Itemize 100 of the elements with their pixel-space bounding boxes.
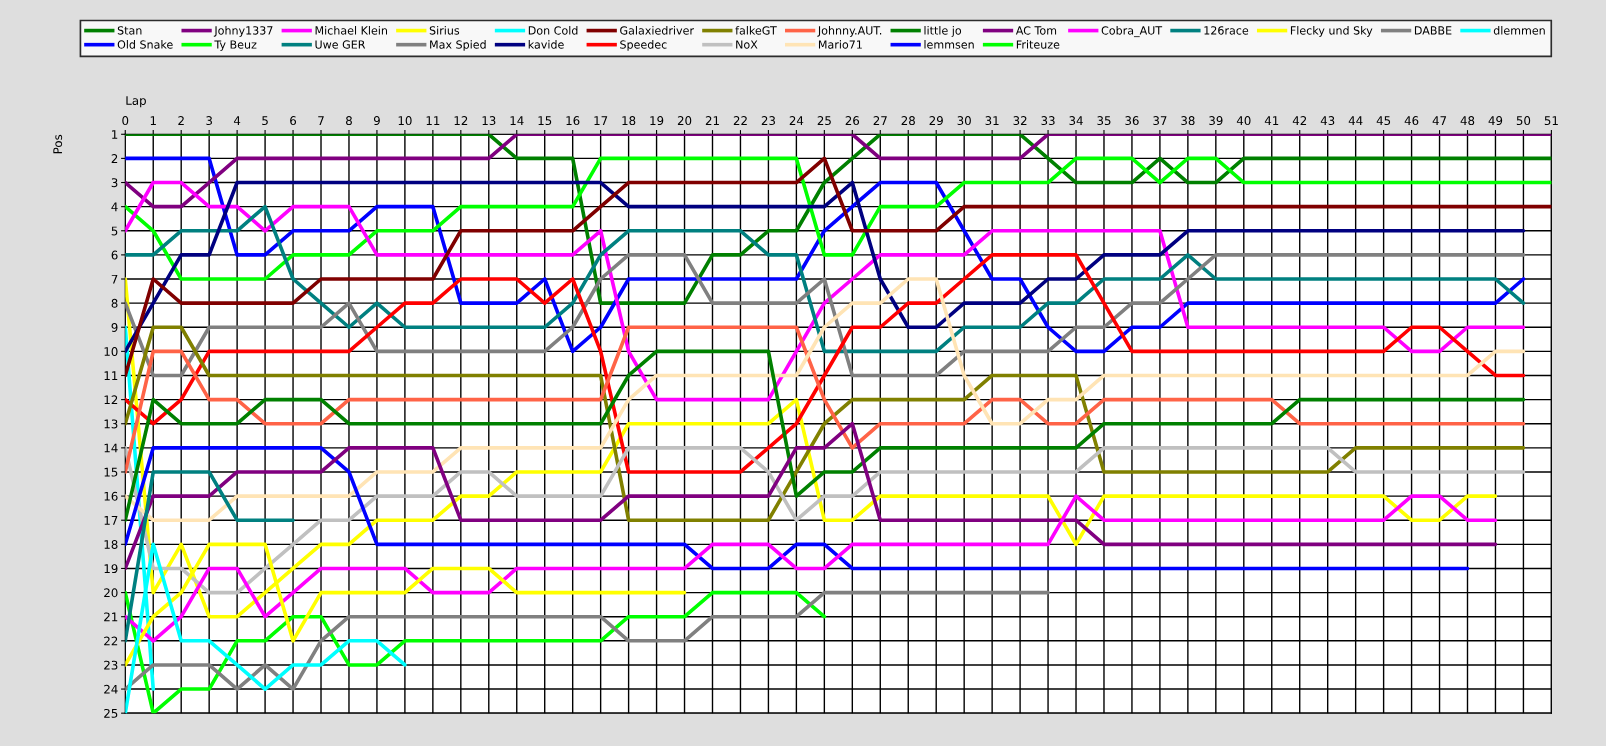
x-tick-label: 13 [482,116,496,126]
legend-label: Old Snake [117,40,173,49]
x-tick-label: 49 [1488,116,1503,126]
legend-label: DABBE [1414,26,1452,35]
x-tick-label: 9 [373,116,380,126]
y-tick-label: 9 [111,322,118,332]
legend-label: Johnny.AUT. [817,26,882,37]
y-tick-label: 4 [111,202,118,212]
x-tick-label: 25 [817,116,831,126]
x-tick-label: 47 [1432,116,1447,125]
x-tick-label: 7 [318,116,324,125]
y-tick-label: 10 [104,347,118,357]
y-tick-label: 2 [111,154,118,163]
legend-label: Max Spied [430,40,486,51]
y-tick-label: 17 [104,516,118,525]
x-tick-label: 46 [1404,116,1419,126]
x-tick-label: 43 [1320,116,1335,126]
legend-label: Cobra_AUT [1101,26,1163,38]
x-tick-label: 4 [233,116,241,125]
x-tick-label: 39 [1209,116,1223,126]
x-tick-label: 18 [622,116,636,126]
x-tick-label: 28 [901,116,915,126]
x-tick-label: 35 [1097,116,1111,126]
y-tick-label: 14 [104,443,118,453]
x-tick-label: 51 [1544,116,1558,126]
x-tick-label: 17 [594,116,608,125]
x-tick-label: 23 [761,116,775,126]
y-tick-label: 13 [104,419,118,429]
x-tick-label: 29 [929,116,943,126]
x-tick-label: 16 [566,116,580,126]
legend-label: Galaxiedriver [620,26,694,35]
x-tick-label: 41 [1264,116,1279,125]
legend-label: Johny1337 [213,26,273,37]
x-tick-label: 36 [1125,116,1139,126]
x-tick-label: 38 [1181,116,1195,126]
x-tick-label: 1 [150,116,156,125]
x-tick-label: 5 [262,116,268,126]
legend-label: Ty Beuz [214,40,257,51]
legend-label: Don Cold [528,26,578,35]
y-tick-label: 12 [104,395,118,405]
x-tick-label: 19 [650,116,664,126]
x-tick-label: 50 [1516,116,1531,126]
x-axis-title: Lap [126,96,146,108]
y-tick-label: 25 [104,708,118,718]
x-tick-label: 34 [1069,116,1083,126]
legend-label: little jo [924,26,962,37]
x-tick-label: 26 [845,116,860,126]
y-tick-label: 8 [111,298,118,308]
y-tick-label: 6 [111,250,118,260]
x-tick-label: 31 [985,116,999,126]
x-tick-label: 30 [957,116,971,126]
y-tick-label: 1 [112,130,118,139]
x-tick-label: 33 [1041,116,1055,126]
y-tick-label: 11 [104,371,118,380]
x-tick-label: 11 [426,116,440,125]
x-tick-label: 32 [1013,116,1027,126]
x-tick-label: 40 [1236,116,1251,126]
legend-label: Stan [117,26,142,35]
x-tick-label: 2 [178,116,184,125]
x-tick-label: 27 [873,116,887,125]
x-tick-label: 0 [122,116,129,126]
legend-label: falkeGT [735,26,777,35]
x-tick-label: 24 [789,116,804,125]
y-tick-label: 21 [104,612,118,622]
legend-label: Speedec [620,40,667,51]
legend-label: dlemmen [1493,26,1545,35]
x-tick-label: 48 [1460,116,1475,126]
x-tick-label: 37 [1153,116,1167,126]
y-tick-label: 16 [104,491,118,501]
y-tick-label: 20 [104,588,118,598]
y-tick-label: 22 [104,636,118,646]
x-tick-label: 12 [454,116,468,125]
y-tick-label: 3 [111,178,118,188]
y-tick-label: 23 [104,660,118,670]
x-tick-label: 45 [1376,116,1391,126]
x-tick-label: 3 [206,116,212,126]
legend-label: AC Tom [1015,26,1057,35]
legend-label: Friteuze [1016,40,1060,49]
legend-label: Flecky und Sky [1290,26,1373,37]
y-tick-label: 5 [111,226,118,236]
y-tick-label: 24 [104,684,118,694]
x-tick-label: 42 [1292,116,1307,125]
y-tick-label: 15 [104,467,118,477]
y-tick-label: 19 [104,564,118,574]
y-tick-label: 7 [111,274,118,284]
legend-label: Michael Klein [315,26,387,35]
legend-label: Sirius [429,26,460,35]
legend-label: lemmsen [924,40,974,49]
y-axis-title: Pos [53,134,63,154]
legend-label: 126race [1204,26,1249,35]
x-tick-label: 10 [398,116,412,126]
x-tick-label: 6 [290,116,297,126]
x-tick-label: 44 [1348,116,1363,125]
x-tick-label: 22 [733,116,747,125]
legend-label: Uwe GER [315,40,366,49]
x-tick-label: 20 [677,116,692,126]
x-tick-label: 21 [705,116,719,125]
legend-label: kavide [528,40,564,49]
x-tick-label: 8 [346,116,352,126]
x-tick-label: 14 [510,116,524,125]
